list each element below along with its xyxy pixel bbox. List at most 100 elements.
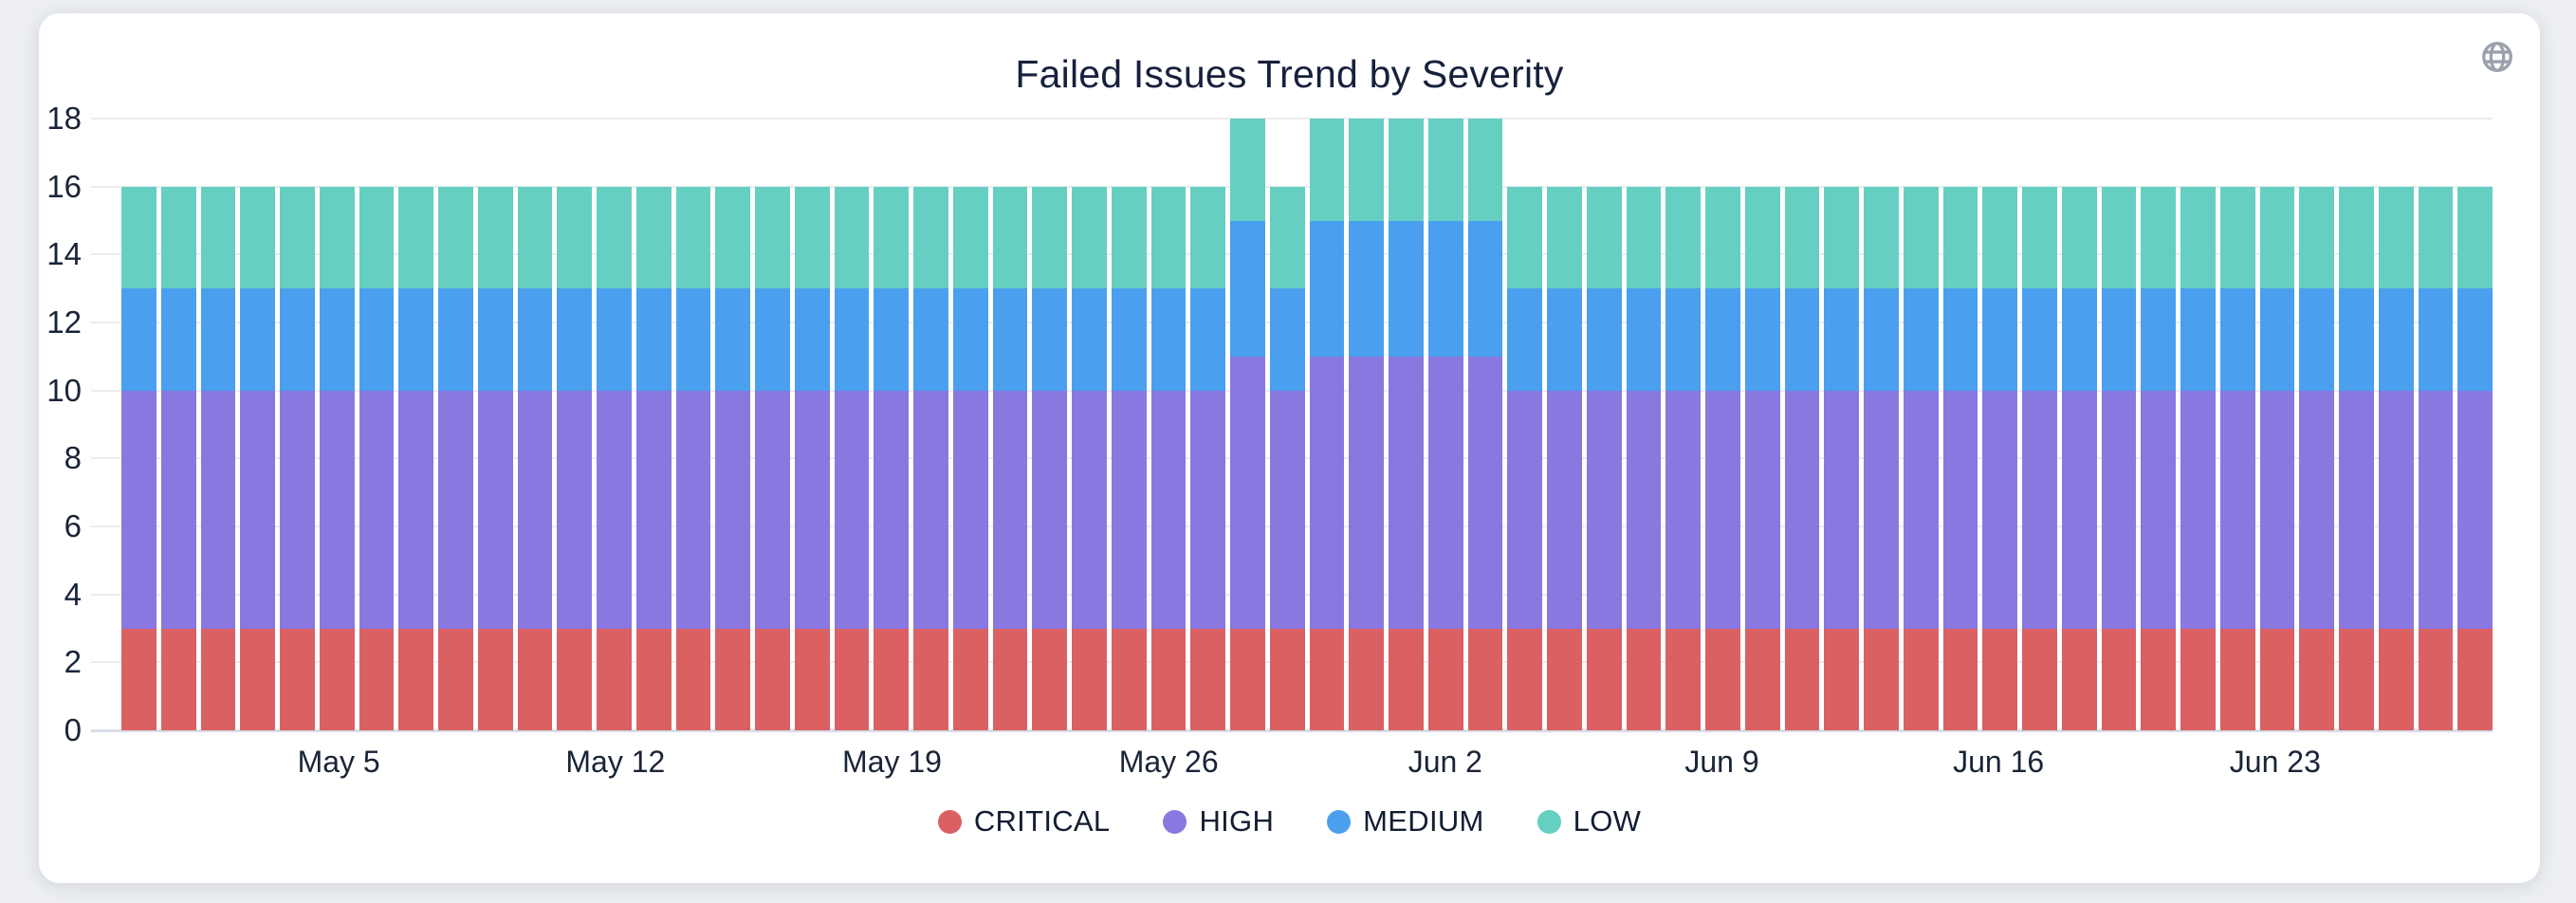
stacked-bar-may-19[interactable] — [874, 119, 909, 730]
stacked-bar-may-28[interactable] — [1230, 119, 1265, 730]
legend-item-low[interactable]: LOW — [1536, 804, 1642, 838]
stacked-bar-jun-22[interactable] — [2219, 119, 2255, 730]
stacked-bar-may-31[interactable] — [1349, 119, 1384, 730]
stacked-bar-jun-18[interactable] — [2061, 119, 2097, 730]
stacked-bar-jun-3[interactable] — [1467, 119, 1503, 730]
stacked-bar-may-8[interactable] — [438, 119, 473, 730]
bar-segment-high — [2418, 390, 2454, 629]
stacked-bar-may-3[interactable] — [240, 119, 275, 730]
legend-item-critical[interactable]: CRITICAL — [937, 804, 1111, 838]
stacked-bar-may-11[interactable] — [557, 119, 592, 730]
stacked-bar-jun-17[interactable] — [2022, 119, 2057, 730]
stacked-bar-jun-13[interactable] — [1864, 119, 1899, 730]
gridline-y16 — [91, 185, 2493, 188]
bar-segment-medium — [438, 288, 473, 391]
bar-segment-medium — [2299, 288, 2334, 391]
stacked-bar-jun-4[interactable] — [1507, 119, 1542, 730]
bar-segment-critical — [874, 628, 909, 730]
stacked-bar-may-14[interactable] — [675, 119, 711, 730]
bar-segment-medium — [1864, 288, 1899, 391]
stacked-bar-may-13[interactable] — [635, 119, 672, 730]
stacked-bar-may-24[interactable] — [1072, 119, 1107, 730]
stacked-bar-may-7[interactable] — [398, 119, 433, 730]
stacked-bar-may-1[interactable] — [160, 119, 196, 730]
legend-item-medium[interactable]: MEDIUM — [1327, 804, 1484, 838]
stacked-bar-may-18[interactable] — [834, 119, 870, 730]
stacked-bar-jun-27[interactable] — [2418, 119, 2454, 730]
bar-segment-critical — [438, 628, 473, 730]
legend-dot-medium — [1327, 809, 1352, 834]
stacked-bar-jun-26[interactable] — [2378, 119, 2414, 730]
bar-segment-medium — [1744, 288, 1780, 391]
stacked-bar-jun-10[interactable] — [1744, 119, 1780, 730]
stacked-bar-may-16[interactable] — [755, 119, 790, 730]
stacked-bar-jun-7[interactable] — [1626, 119, 1662, 730]
stacked-bar-may-10[interactable] — [517, 119, 553, 730]
bar-segment-high — [1427, 356, 1463, 629]
stacked-bar-jun-16[interactable] — [1982, 119, 2017, 730]
bar-segment-high — [1269, 390, 1305, 629]
stacked-bar-may-27[interactable] — [1190, 119, 1225, 730]
bar-segment-critical — [2339, 628, 2374, 730]
bar-segment-low — [2339, 186, 2374, 289]
stacked-bar-may-23[interactable] — [1032, 119, 1067, 730]
stacked-bar-jun-11[interactable] — [1784, 119, 1820, 730]
bar-segment-low — [1427, 119, 1463, 221]
bar-segment-high — [2022, 390, 2057, 629]
stacked-bar-jun-25[interactable] — [2339, 119, 2374, 730]
stacked-bar-may-29[interactable] — [1269, 119, 1305, 730]
bar-segment-high — [2339, 390, 2374, 629]
stacked-bar-apr-30[interactable] — [121, 119, 156, 730]
bar-segment-critical — [794, 628, 830, 730]
bar-segment-critical — [2141, 628, 2176, 730]
stacked-bar-jun-2[interactable] — [1427, 119, 1463, 730]
bar-segment-low — [952, 186, 988, 289]
stacked-bar-may-22[interactable] — [992, 119, 1028, 730]
stacked-bar-may-20[interactable] — [913, 119, 948, 730]
legend-dot-critical — [937, 809, 962, 834]
bar-segment-high — [834, 390, 870, 629]
bar-segment-critical — [1349, 628, 1384, 730]
bar-segment-medium — [2101, 288, 2137, 391]
stacked-bar-jun-24[interactable] — [2299, 119, 2334, 730]
stacked-bar-jun-9[interactable] — [1705, 119, 1740, 730]
globe-icon[interactable] — [2479, 39, 2515, 75]
stacked-bar-may-4[interactable] — [280, 119, 315, 730]
bar-segment-low — [874, 186, 909, 289]
bar-segment-high — [2101, 390, 2137, 629]
bar-segment-critical — [477, 628, 513, 730]
stacked-bar-jun-5[interactable] — [1547, 119, 1582, 730]
bar-segment-critical — [2418, 628, 2454, 730]
stacked-bar-jun-21[interactable] — [2180, 119, 2216, 730]
stacked-bar-jun-1[interactable] — [1389, 119, 1424, 730]
stacked-bar-jun-6[interactable] — [1586, 119, 1622, 730]
stacked-bar-jun-28[interactable] — [2457, 119, 2493, 730]
bar-segment-medium — [1309, 220, 1345, 357]
stacked-bar-may-17[interactable] — [794, 119, 830, 730]
stacked-bar-may-12[interactable] — [597, 119, 632, 730]
stacked-bar-jun-12[interactable] — [1824, 119, 1859, 730]
bar-segment-high — [1111, 390, 1147, 629]
legend-item-high[interactable]: HIGH — [1163, 804, 1274, 838]
stacked-bar-jun-23[interactable] — [2259, 119, 2295, 730]
stacked-bar-jun-19[interactable] — [2101, 119, 2137, 730]
stacked-bar-may-25[interactable] — [1111, 119, 1147, 730]
stacked-bar-may-2[interactable] — [200, 119, 236, 730]
stacked-bar-jun-14[interactable] — [1903, 119, 1939, 730]
stacked-bar-jun-8[interactable] — [1665, 119, 1701, 730]
stacked-bar-may-30[interactable] — [1309, 119, 1345, 730]
stacked-bar-may-15[interactable] — [715, 119, 750, 730]
bar-segment-low — [2457, 186, 2493, 289]
bar-segment-critical — [2061, 628, 2097, 730]
bar-segment-low — [2061, 186, 2097, 289]
stacked-bar-may-9[interactable] — [477, 119, 513, 730]
stacked-bar-may-5[interactable] — [319, 119, 355, 730]
y-axis-tick-label: 6 — [64, 508, 82, 544]
stacked-bar-may-26[interactable] — [1150, 119, 1187, 730]
stacked-bar-jun-15[interactable] — [1942, 119, 1978, 730]
bar-segment-low — [121, 186, 156, 289]
bar-segment-critical — [2259, 628, 2295, 730]
stacked-bar-may-6[interactable] — [359, 119, 395, 730]
stacked-bar-may-21[interactable] — [952, 119, 988, 730]
stacked-bar-jun-20[interactable] — [2141, 119, 2176, 730]
